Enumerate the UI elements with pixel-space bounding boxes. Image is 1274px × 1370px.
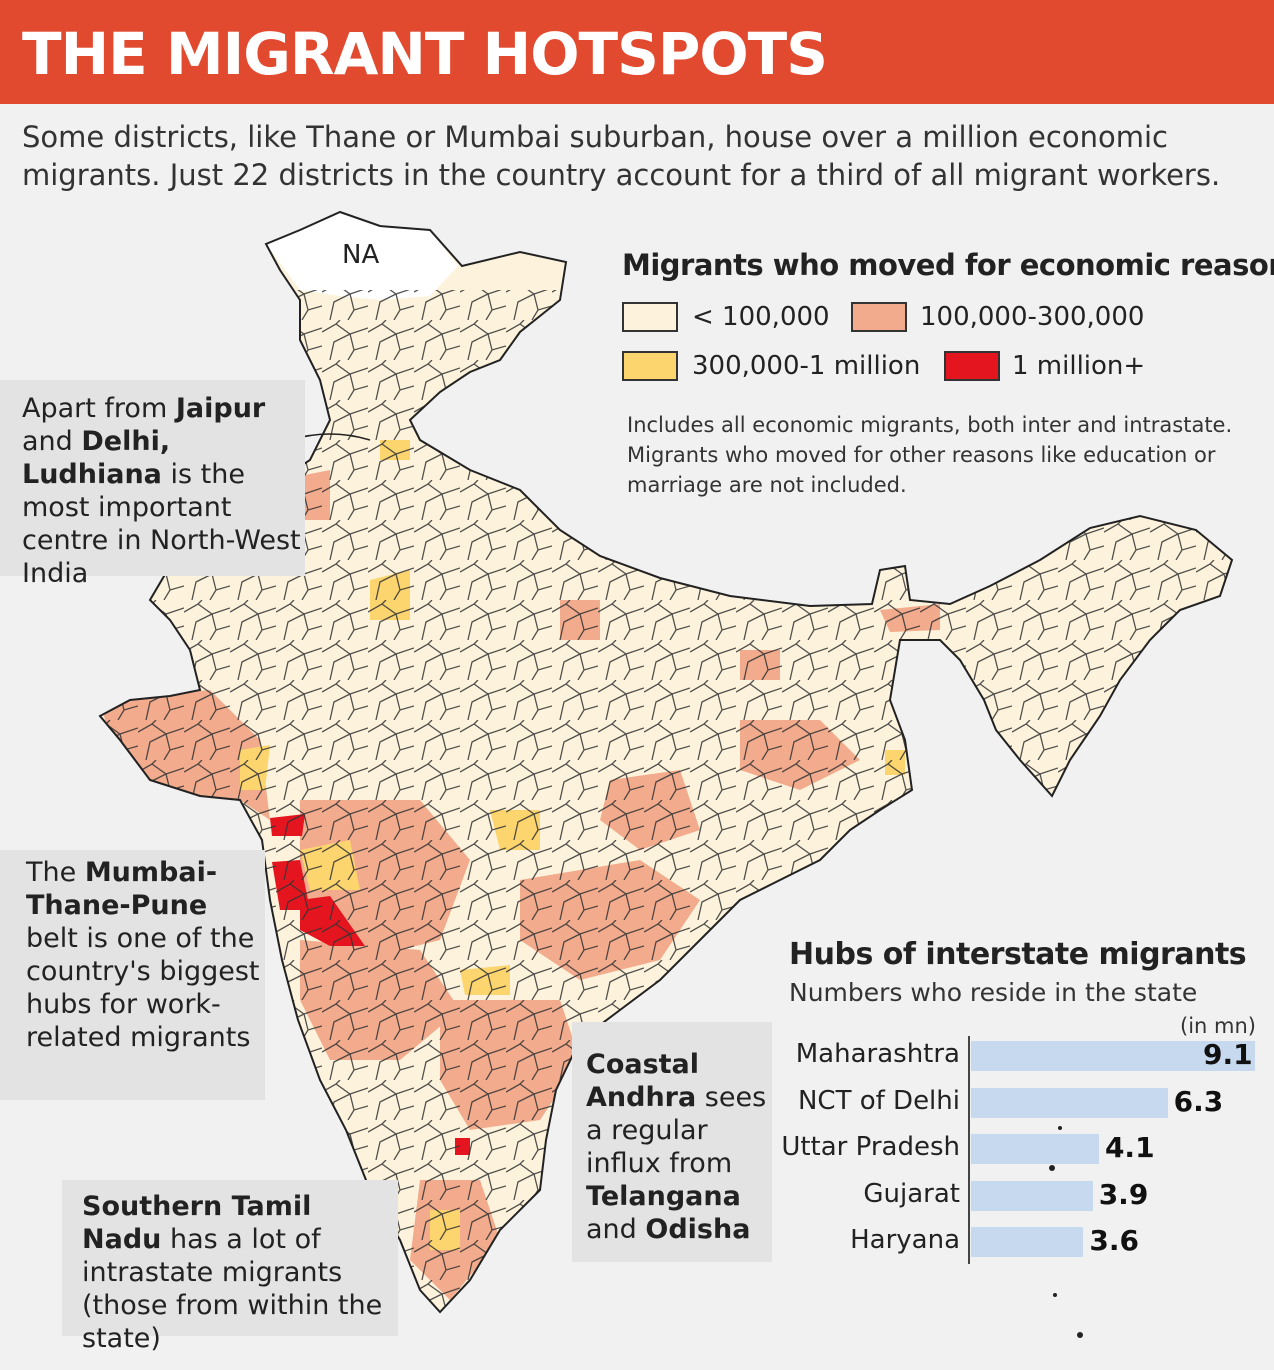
legend-swatch-low <box>622 302 678 332</box>
legend-swatch-top <box>944 351 1000 381</box>
bar-value: 9.1 <box>1203 1038 1253 1071</box>
bar-value: 3.9 <box>1098 1177 1149 1211</box>
callout-ludhiana: Apart from Jaipur and Delhi, Ludhiana is… <box>0 380 305 589</box>
callout-andhra: Coastal Andhra sees a regular influx fro… <box>572 1022 772 1262</box>
bar-label: NCT of Delhi <box>797 1085 960 1116</box>
legend-title: Migrants who moved for economic reasons <box>622 248 1274 282</box>
title-banner: THE MIGRANT HOTSPOTS <box>0 0 1274 104</box>
bar-label: Uttar Pradesh <box>781 1132 960 1162</box>
callout-tamil-nadu: Southern Tamil Nadu has a lot of intrast… <box>62 1180 398 1354</box>
legend-label-top: 1 million+ <box>1012 351 1146 381</box>
india-district-map <box>98 210 1234 1338</box>
legend-label-mid: 100,000-300,000 <box>920 302 1145 332</box>
legend-swatch-high <box>622 351 678 381</box>
map-note: Includes all economic migrants, both int… <box>627 413 1233 497</box>
chart-axis <box>968 1036 970 1264</box>
subtitle: Some districts, like Thane or Mumbai sub… <box>22 120 1221 192</box>
chart-subtitle: Numbers who reside in the state <box>789 978 1198 1007</box>
bar-value: 6.3 <box>1173 1084 1224 1118</box>
bar-value: 4.1 <box>1104 1131 1155 1164</box>
bar-label: Maharashtra <box>795 1039 960 1069</box>
bar <box>971 1180 1093 1211</box>
bar-value: 3.6 <box>1089 1224 1139 1257</box>
legend-swatch-mid <box>851 302 907 332</box>
legend-label-low: < 100,000 <box>692 302 830 332</box>
bar-label: Haryana <box>850 1225 960 1255</box>
bar <box>971 1134 1099 1164</box>
legend-label-high: 300,000-1 million <box>692 351 921 381</box>
bar <box>971 1041 1255 1071</box>
chart-title: Hubs of interstate migrants <box>789 937 1247 972</box>
page-title: THE MIGRANT HOTSPOTS <box>22 20 828 88</box>
bar <box>971 1227 1084 1257</box>
bar <box>971 1087 1168 1118</box>
bar-label: Gujarat <box>863 1178 960 1209</box>
na-label: NA <box>342 240 380 270</box>
chart-unit: (in mn) <box>1180 1014 1256 1038</box>
callout-mumbai: The Mumbai-Thane-Pune belt is one of the… <box>0 850 265 1100</box>
